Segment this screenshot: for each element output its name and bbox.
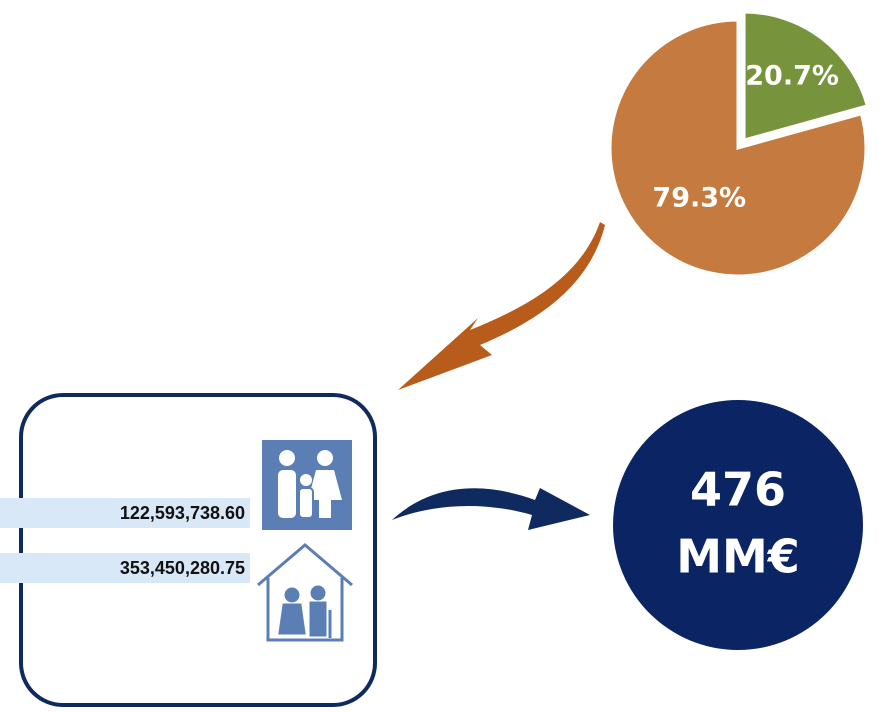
- navy-arrow: [392, 488, 590, 530]
- amount-bar: [0, 498, 250, 528]
- amount: 122,593,738.60: [120, 503, 245, 523]
- pie-slice: [742, 10, 870, 143]
- pie-label: 79.3%: [652, 182, 746, 213]
- total-unit: MM€: [676, 530, 800, 584]
- orange-arrow: [398, 222, 605, 390]
- pie: 20.7% 79.3%: [608, 10, 870, 278]
- total-circle: [613, 400, 863, 650]
- pie-label: 20.7%: [745, 60, 839, 91]
- amount: 353,450,280.75: [120, 558, 245, 578]
- pie-slice: [608, 18, 868, 278]
- family-icon: [262, 440, 352, 530]
- house-icon: [257, 543, 353, 642]
- amount-bar: [0, 553, 250, 583]
- total-value: 476: [690, 463, 786, 517]
